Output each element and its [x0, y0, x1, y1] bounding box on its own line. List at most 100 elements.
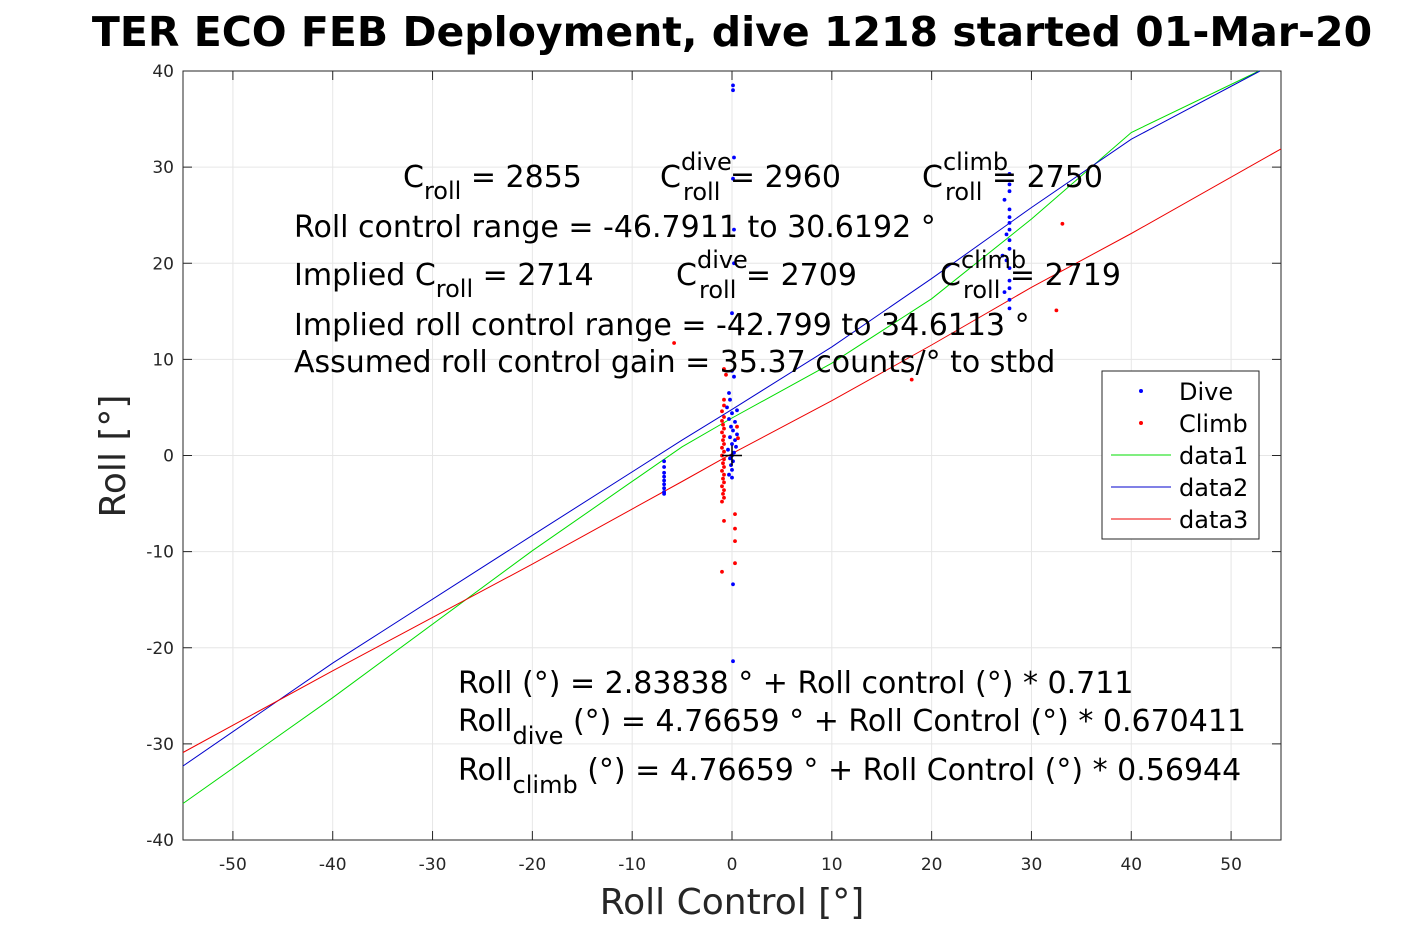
data-point-dive [662, 486, 666, 491]
data-point-dive [732, 227, 736, 232]
data-point-dive [735, 432, 739, 437]
data-point-dive [1002, 197, 1007, 202]
legend-label-data2: data2 [1179, 474, 1248, 502]
data-point-climb [735, 424, 739, 429]
data-point-dive [1007, 306, 1012, 311]
x-tick-label: 50 [1220, 855, 1242, 875]
data-point-dive [730, 411, 734, 416]
annotation-c-roll: Croll = 2855 [403, 160, 582, 205]
data-point-climb [720, 430, 724, 435]
data-point-climb [720, 409, 724, 414]
data-points [662, 83, 1065, 664]
data-point-dive [732, 374, 736, 379]
data-point-dive [662, 474, 666, 479]
legend-marker-climb [1139, 421, 1143, 425]
data-point-climb [722, 434, 726, 439]
data-point-dive [735, 408, 739, 413]
x-tick-label: 20 [921, 855, 943, 875]
data-point-climb [909, 377, 914, 382]
data-point-dive [1007, 182, 1012, 187]
data-point-dive [733, 438, 737, 442]
legend-marker-dive [1139, 389, 1143, 393]
legend-label-dive: Dive [1179, 378, 1233, 406]
data-point-dive [1007, 278, 1012, 283]
data-point-dive [1004, 258, 1009, 263]
data-point-dive [1007, 227, 1012, 232]
data-point-climb [720, 484, 724, 489]
y-tick-label: 20 [152, 254, 174, 274]
axis-ticks: -50 -40 -30 -20 -10 0 10 20 30 40 50 -40 -30 -20 -10 0 1… [146, 62, 1281, 875]
data-point-dive [1007, 297, 1012, 302]
annotation-implied-c-roll-climb: Cclimb roll = 2719 [940, 246, 1121, 304]
data-point-dive [1002, 290, 1007, 294]
data-point-dive [731, 582, 735, 587]
data-point-dive [727, 417, 731, 421]
legend: Dive Climb data1 data2 data3 [1101, 370, 1260, 540]
legend-label-data1: data1 [1179, 442, 1248, 470]
data-point-climb [722, 449, 726, 454]
y-tick-label: -30 [146, 735, 174, 755]
annotation-fit-dive: Rolldive (°) = 4.76659 ° + Roll Control … [458, 704, 1246, 750]
data-point-climb [733, 512, 737, 516]
data-point-dive [730, 475, 734, 480]
y-tick-label: -40 [146, 831, 174, 851]
data-point-dive [734, 444, 738, 449]
data-point-dive [728, 397, 732, 402]
x-axis-label: Roll Control [°] [600, 882, 865, 923]
data-point-climb [720, 419, 724, 423]
data-point-dive [730, 468, 734, 472]
data-point-climb [720, 499, 724, 504]
data-point-dive [1007, 189, 1012, 194]
data-point-climb [721, 422, 725, 427]
data-point-dive [727, 472, 731, 477]
data-point-dive [662, 459, 666, 464]
data-point-dive [662, 482, 666, 487]
data-point-dive [1007, 207, 1012, 212]
data-point-dive [1007, 266, 1012, 270]
data-point-climb [722, 465, 726, 469]
y-axis-label: Roll [°] [93, 395, 134, 518]
series-line-data2 [182, 70, 1261, 767]
annotation-fit-all: Roll (°) = 2.83838 ° + Roll control (°) … [458, 666, 1133, 701]
data-point-dive [662, 465, 666, 469]
x-tick-label: -40 [319, 855, 347, 875]
data-point-dive [732, 261, 736, 266]
x-tick-label: -50 [219, 855, 247, 875]
y-tick-label: 0 [163, 447, 174, 467]
data-point-dive [662, 478, 666, 483]
annotation-implied-c-roll: Implied Croll = 2714 [294, 258, 594, 303]
data-point-climb [721, 492, 725, 496]
data-point-dive [729, 424, 733, 429]
x-tick-label: 0 [727, 855, 738, 875]
data-point-dive [1007, 238, 1012, 243]
annotation-implied-c-roll-dive: Cdive roll = 2709 [676, 246, 857, 304]
y-tick-label: 40 [152, 62, 174, 82]
data-point-climb [722, 519, 726, 523]
data-point-climb [722, 415, 726, 419]
x-tick-label: 10 [821, 855, 843, 875]
data-point-climb [722, 367, 726, 371]
data-point-dive [1000, 253, 1005, 258]
x-tick-label: -20 [518, 855, 546, 875]
data-point-dive [730, 369, 734, 373]
data-point-dive [1004, 232, 1009, 237]
data-point-climb [736, 436, 740, 441]
data-point-dive [662, 492, 666, 496]
annotation-c-roll-dive: Cdive roll = 2960 [660, 148, 841, 206]
data-point-climb [722, 403, 726, 408]
data-point-dive [725, 405, 729, 410]
annotation-fit-climb: Rollclimb (°) = 4.76659 ° + Roll Control… [458, 753, 1241, 799]
data-point-dive [1007, 246, 1012, 251]
data-point-climb [733, 539, 737, 543]
annotation-c-roll-climb: Cclimb roll = 2750 [922, 148, 1103, 206]
data-point-dive [732, 450, 736, 455]
y-tick-label: -20 [146, 639, 174, 659]
legend-label-data3: data3 [1179, 506, 1248, 534]
data-point-climb [721, 438, 725, 442]
x-tick-label: -10 [618, 855, 646, 875]
annotation-roll-control-range: Roll control range = -46.7911 to 30.6192… [294, 210, 936, 245]
data-point-climb [722, 472, 726, 477]
data-point-climb [733, 561, 737, 566]
series-line-data3 [182, 148, 1282, 753]
data-point-dive [731, 176, 735, 181]
